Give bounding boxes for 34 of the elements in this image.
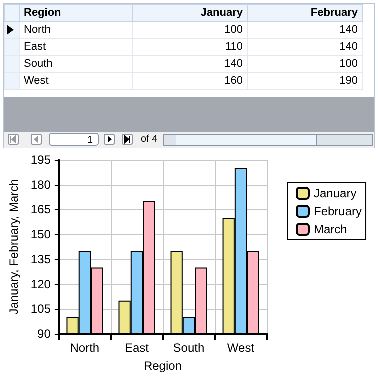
text: 1 (49, 133, 99, 146)
y-tick-label: 150 (30, 228, 52, 242)
x-tick-label: South (173, 341, 205, 355)
y-tick-label: 120 (30, 277, 52, 292)
text: 110 (132, 38, 248, 56)
y-tick-label: 180 (30, 178, 52, 192)
text: 100 (248, 56, 362, 72)
text: February (310, 7, 358, 19)
x-axis-title: Region (144, 359, 182, 373)
text: Region (24, 7, 62, 19)
text: 140 (248, 38, 362, 56)
legend-label: January (314, 186, 357, 200)
category-label: North (24, 24, 51, 36)
y-tick-label: 90 (38, 327, 52, 341)
y-tick-label: 135 (30, 252, 52, 266)
x-tick-label: East (124, 341, 150, 355)
category-label: West (24, 75, 49, 87)
legend-label: March (314, 222, 348, 236)
y-tick-label: 195 (30, 153, 52, 167)
text: 140 (132, 56, 248, 72)
text: 100 (132, 22, 248, 38)
text: 190 (248, 72, 362, 90)
text: January (200, 7, 243, 19)
y-axis-title: January, February, March (7, 179, 21, 315)
text: 160 (132, 72, 248, 90)
x-tick-label: West (227, 341, 256, 355)
y-tick-label: 105 (30, 302, 52, 316)
legend-label: February (314, 204, 362, 218)
x-tick-label: North (70, 341, 100, 355)
category-label: South (24, 58, 53, 70)
category-label: East (24, 41, 46, 53)
y-tick-label: 165 (30, 202, 52, 217)
text: 140 (248, 22, 362, 38)
text: of 4 (141, 134, 158, 146)
